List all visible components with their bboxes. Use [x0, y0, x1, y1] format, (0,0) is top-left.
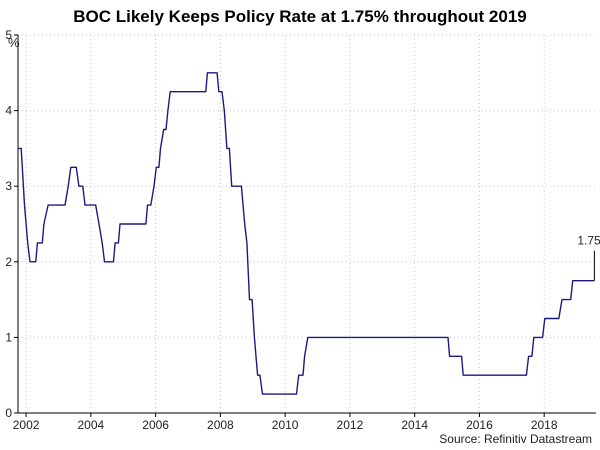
x-tick-label: 2004 — [78, 418, 105, 432]
series-group — [18, 72, 595, 395]
y-tick-label: 0 — [5, 406, 12, 420]
gridlines — [18, 34, 596, 413]
x-tick-label: 2018 — [531, 418, 558, 432]
axes — [14, 34, 596, 417]
y-tick-label: 2 — [5, 255, 12, 269]
annotation-label: 1.75% — [577, 234, 600, 248]
y-tick-label: 3 — [5, 179, 12, 193]
x-tick-label: 2008 — [207, 418, 234, 432]
series-line — [18, 72, 595, 395]
x-tick-label: 2006 — [142, 418, 169, 432]
y-axis-unit-label: % — [8, 35, 20, 50]
y-tick-label: 4 — [5, 104, 12, 118]
x-tick-label: 2002 — [13, 418, 40, 432]
x-tick-label: 2016 — [466, 418, 493, 432]
y-tick-label: 5 — [5, 28, 12, 42]
x-tick-label: 2010 — [272, 418, 299, 432]
x-tick-label: 2014 — [401, 418, 428, 432]
source-note: Source: Refinitiv Datastream — [439, 432, 592, 446]
annotation-group: 1.75% — [577, 234, 600, 281]
y-tick-labels: 0 1 2 3 4 5 — [5, 28, 12, 420]
chart-title: BOC Likely Keeps Policy Rate at 1.75% th… — [73, 7, 526, 26]
y-tick-label: 1 — [5, 330, 12, 344]
x-tick-labels: 2002 2004 2006 2008 2010 2012 2014 2016 2018 — [13, 418, 558, 432]
x-tick-label: 2012 — [337, 418, 364, 432]
